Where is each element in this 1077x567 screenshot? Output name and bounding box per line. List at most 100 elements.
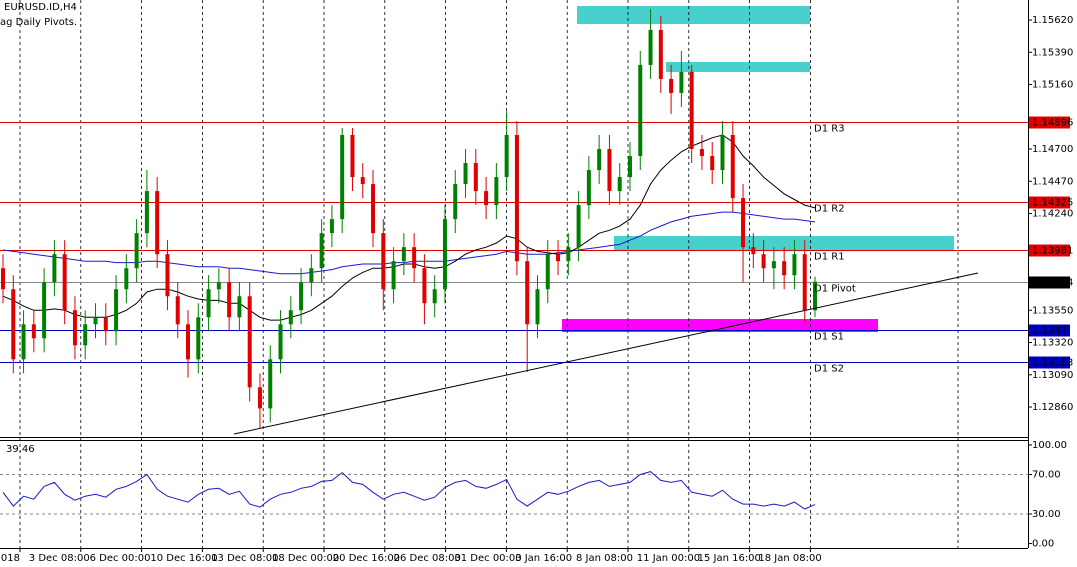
candle-body [586, 170, 591, 206]
candle-body [473, 163, 478, 192]
candle-body [566, 247, 571, 262]
y-tick-label: 1.14240 [1032, 209, 1073, 220]
candle-body [432, 289, 437, 304]
candle-body [371, 184, 376, 234]
rsi-tick-label: 70.00 [1032, 470, 1061, 481]
x-tick-label: 31 Dec 00:00 [454, 553, 521, 564]
candle-body [319, 233, 324, 269]
zone [666, 62, 810, 72]
y-tick-label: 1.14470 [1032, 176, 1073, 187]
candle-body [771, 261, 776, 269]
y-tick-label: 1.13090 [1032, 370, 1073, 381]
price-box [1029, 276, 1070, 289]
x-tick-label: 3 Jan 16:00 [515, 553, 572, 564]
y-tick-label: 1.15390 [1032, 47, 1073, 58]
y-tick-label: 1.15160 [1032, 80, 1073, 91]
candle-body [658, 29, 663, 79]
x-tick-label: 8 Jan 08:00 [576, 553, 633, 564]
candle-body [648, 29, 653, 65]
candle-body [278, 324, 283, 360]
chart-title: EURUSD.ID,H4 [4, 2, 77, 13]
candle-body [103, 317, 108, 332]
candle-body [299, 282, 304, 311]
price-box [1029, 356, 1070, 369]
x-tick-label: 18 Dec 00:00 [272, 553, 339, 564]
candle-body [792, 254, 797, 276]
candle-body [1, 268, 5, 290]
candle-body [782, 261, 787, 276]
candle-body [751, 247, 756, 255]
price-box-label: 1.1341 [1032, 326, 1067, 337]
candle-body [484, 191, 489, 206]
candle-body [689, 71, 694, 150]
candle-body [340, 135, 345, 220]
y-tick-label: 1.13320 [1032, 338, 1073, 349]
rsi-tick-label: 100.00 [1032, 440, 1067, 451]
candle-body [329, 219, 334, 234]
candle-body [381, 233, 386, 290]
pivot-name: D1 S1 [814, 332, 844, 343]
candle-body [730, 135, 735, 199]
data-layer [1, 8, 817, 510]
candle-body [463, 163, 468, 185]
x-tick-label: 18 Jan 08:00 [758, 553, 821, 564]
candle-body [453, 184, 458, 220]
x-tick-label: 6 Dec 00:00 [90, 553, 151, 564]
x-tick-label: 11 Jan 00:00 [637, 553, 700, 564]
x-tick-label: 20 Dec 16:00 [333, 553, 400, 564]
line-series [2, 471, 816, 510]
candle-body [196, 317, 201, 360]
candle-body [442, 219, 447, 290]
rsi-tick-label: 30.00 [1032, 509, 1061, 520]
zone [614, 236, 954, 251]
candle-body [576, 205, 581, 248]
candle-body [237, 296, 242, 318]
candle-body [155, 191, 160, 255]
candle-body [227, 282, 232, 318]
pivot-name: D1 Pivot [814, 284, 856, 295]
x-tick-label: 10 Dec 16:00 [150, 553, 217, 564]
candle-body [42, 282, 47, 339]
x-tick-label: 3 Dec 08:00 [29, 553, 90, 564]
candle-body [21, 324, 26, 360]
candle-body [83, 324, 88, 346]
y-tick-label: 1.14700 [1032, 144, 1073, 155]
candle-body [669, 78, 674, 93]
candle-body [494, 177, 499, 206]
price-box-label: 1.13183 [1032, 358, 1073, 369]
rsi-tick-label: 0.00 [1032, 539, 1054, 550]
candle-body [802, 254, 807, 311]
candle-body [607, 149, 612, 192]
candle-body [710, 156, 715, 171]
candle-body [247, 296, 252, 388]
background-layer [0, 0, 1028, 548]
price-box-label: 1.13981 [1032, 246, 1073, 257]
candle-body [309, 268, 314, 283]
candle-body [216, 282, 221, 290]
price-box [1029, 116, 1070, 129]
candle-body [175, 296, 180, 325]
candle-body [741, 198, 746, 248]
candle-body [268, 359, 273, 409]
candle-body [525, 261, 530, 325]
y-tick-label: 1.15620 [1032, 15, 1073, 26]
x-tick-label: 26 Dec 08:00 [394, 553, 461, 564]
candle-body [186, 324, 191, 360]
candle-body [124, 268, 129, 290]
price-box-label: 1.14325 [1032, 198, 1073, 209]
trend-line [233, 272, 979, 435]
candle-body [144, 191, 149, 234]
candle-body [62, 254, 67, 311]
candle-body [597, 149, 602, 171]
candle-body [761, 254, 766, 269]
y-tick-label: 1.13550 [1032, 305, 1073, 316]
rsi-value: 39.46 [6, 444, 35, 455]
candle-body [638, 64, 643, 157]
candle-body [679, 71, 684, 93]
candle-body [52, 254, 57, 283]
candle-body [504, 135, 509, 178]
candle-body [350, 135, 355, 178]
zone [577, 6, 810, 24]
candle-body [93, 317, 98, 325]
